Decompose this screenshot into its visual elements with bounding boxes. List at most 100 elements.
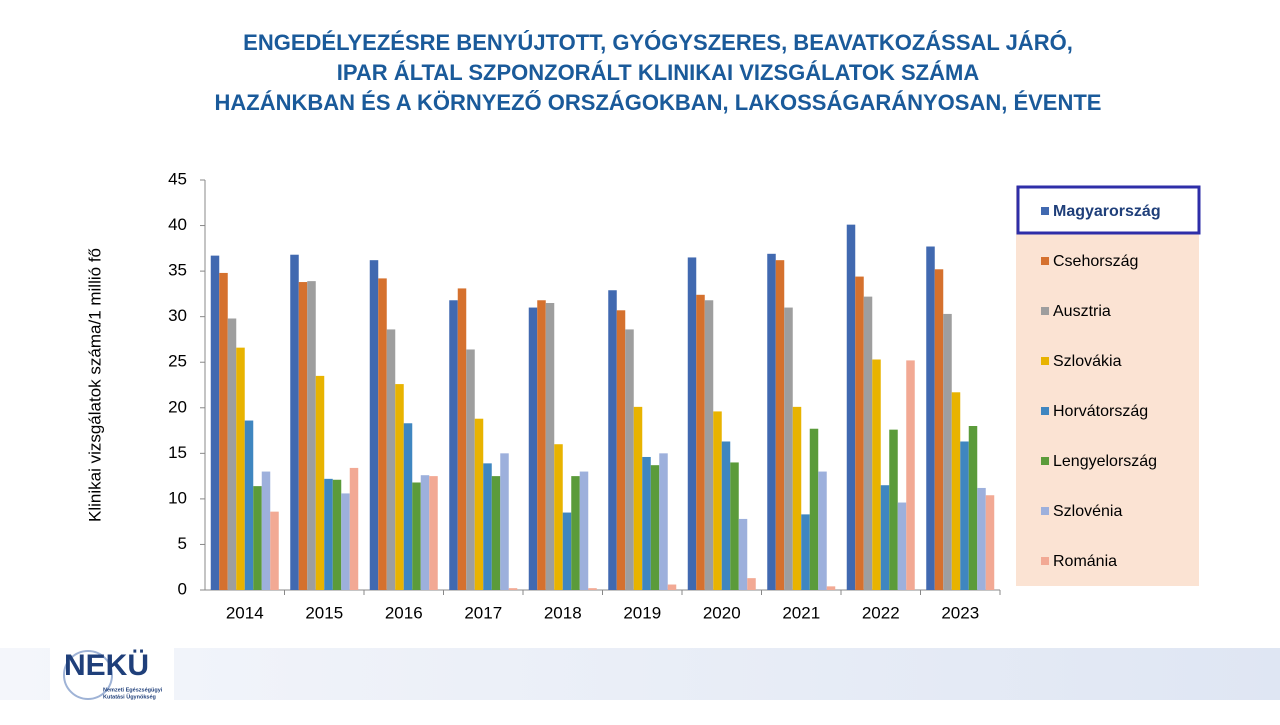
legend-label: Csehország (1053, 253, 1138, 270)
legend-background (1016, 186, 1199, 586)
x-tick-label: 2021 (782, 603, 820, 622)
bar (801, 514, 810, 590)
bar (704, 300, 714, 590)
bar (863, 296, 873, 590)
y-tick-label: 10 (168, 488, 187, 507)
legend-swatch (1041, 357, 1049, 365)
x-tick-label: 2020 (703, 603, 741, 622)
bar (855, 276, 864, 590)
bar (713, 411, 722, 590)
x-tick-label: 2016 (385, 603, 423, 622)
bar (633, 406, 643, 590)
bar (977, 487, 986, 590)
bar (934, 269, 944, 590)
bar (386, 329, 396, 590)
bar (747, 578, 756, 590)
logo: NEKÜ Nemzeti Egészségügyi Kutatási Ügynö… (50, 646, 174, 702)
legend-label: Románia (1053, 553, 1117, 570)
bar (307, 281, 316, 590)
legend-label: Ausztria (1053, 303, 1111, 320)
bar (562, 512, 572, 590)
bar (341, 493, 350, 590)
bar (659, 453, 668, 590)
bar (349, 467, 359, 590)
bar (554, 444, 563, 590)
bar (926, 246, 935, 590)
y-tick-label: 40 (168, 215, 187, 234)
y-tick-label: 15 (168, 443, 187, 462)
x-tick-label: 2015 (305, 603, 343, 622)
y-tick-label: 45 (168, 169, 187, 188)
y-tick-label: 20 (168, 397, 187, 416)
legend-swatch (1041, 507, 1049, 515)
chart-title: HAZÁNKBAN ÉS A KÖRNYEZŐ ORSZÁGOKBAN, LAK… (215, 90, 1102, 115)
bar (897, 502, 907, 590)
bar (429, 476, 438, 590)
bar (650, 465, 660, 590)
bar (889, 429, 898, 590)
bar (508, 588, 518, 590)
bar (244, 420, 254, 590)
bar (332, 479, 342, 590)
bar (491, 476, 501, 590)
bar (403, 423, 413, 590)
bar (369, 260, 379, 590)
bar (784, 307, 793, 590)
bar (872, 359, 881, 590)
bar (236, 347, 245, 590)
bar (290, 254, 299, 590)
bar (412, 482, 421, 590)
bar (528, 307, 538, 590)
x-tick-label: 2022 (862, 603, 900, 622)
footer-band (0, 648, 1280, 700)
bar (968, 426, 978, 590)
legend-swatch (1041, 557, 1049, 565)
bar (261, 471, 271, 590)
x-tick-label: 2014 (226, 603, 264, 622)
bar (270, 511, 279, 590)
logo-swirl (63, 650, 113, 700)
bar (906, 360, 915, 590)
legend-label: Szlovénia (1053, 503, 1122, 520)
bar (537, 300, 546, 590)
bar (809, 428, 819, 590)
chart-title: IPAR ÁLTAL SZPONZORÁLT KLINIKAI VIZSGÁLA… (337, 60, 980, 85)
legend-swatch (1041, 307, 1049, 315)
legend-swatch (1041, 257, 1049, 265)
logo-subtitle: Nemzeti Egészségügyi (103, 687, 163, 693)
bar (616, 310, 626, 590)
bar (449, 300, 458, 590)
legend-label: Magyarország (1053, 203, 1161, 220)
y-tick-label: 25 (168, 352, 187, 371)
bar (466, 349, 475, 590)
x-tick-label: 2023 (941, 603, 979, 622)
bar (253, 486, 262, 590)
logo-subtitle: Kutatási Ügynökség (103, 693, 156, 700)
bar (625, 329, 634, 590)
bar (730, 462, 739, 590)
bar (792, 406, 802, 590)
bar (846, 224, 856, 590)
y-tick-label: 30 (168, 306, 187, 325)
x-tick-label: 2018 (544, 603, 582, 622)
legend-label: Horvátország (1053, 403, 1148, 420)
bar (738, 518, 748, 590)
bar (457, 288, 467, 590)
y-tick-label: 35 (168, 261, 187, 280)
bar (571, 476, 580, 590)
logo-name: NEKÜ (64, 649, 149, 682)
bar (818, 471, 827, 590)
bar (608, 290, 617, 590)
bar (395, 384, 404, 590)
bar (210, 255, 220, 590)
legend-swatch (1041, 207, 1049, 215)
y-tick-label: 5 (178, 534, 187, 553)
bar (545, 303, 555, 590)
chart-title: ENGEDÉLYEZÉSRE BENYÚJTOTT, GYÓGYSZERES, … (243, 30, 1073, 55)
bar (474, 418, 484, 590)
x-tick-label: 2019 (623, 603, 661, 622)
legend-label: Lengyelország (1053, 453, 1157, 470)
bar (642, 456, 651, 590)
bar (667, 584, 677, 590)
